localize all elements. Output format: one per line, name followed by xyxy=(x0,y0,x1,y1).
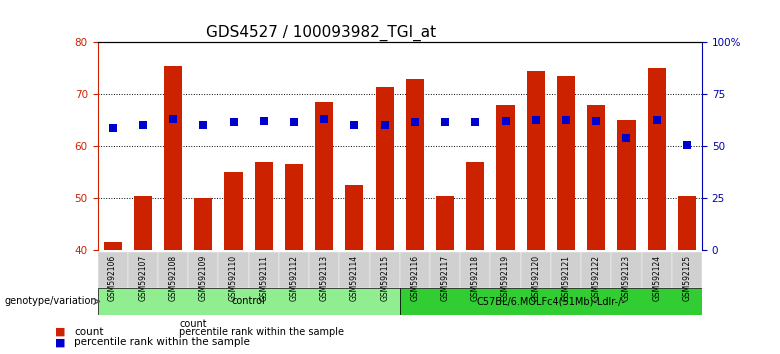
Text: GSM592116: GSM592116 xyxy=(410,255,420,301)
Bar xyxy=(618,120,636,250)
Text: GSM592124: GSM592124 xyxy=(652,255,661,301)
Point xyxy=(409,120,421,125)
Text: GSM592117: GSM592117 xyxy=(441,255,449,301)
FancyBboxPatch shape xyxy=(430,252,460,288)
Text: GSM592114: GSM592114 xyxy=(350,255,359,301)
Bar xyxy=(194,198,212,250)
Bar xyxy=(466,162,484,250)
Bar xyxy=(647,68,665,250)
FancyBboxPatch shape xyxy=(279,252,309,288)
Text: GSM592120: GSM592120 xyxy=(531,255,541,301)
Bar xyxy=(158,322,309,327)
Text: GSM592113: GSM592113 xyxy=(320,255,328,301)
Text: count: count xyxy=(179,319,207,330)
Point xyxy=(620,135,633,141)
Text: count: count xyxy=(74,326,104,337)
Bar xyxy=(526,71,544,250)
FancyBboxPatch shape xyxy=(98,252,128,288)
Text: GSM592106: GSM592106 xyxy=(108,255,117,301)
FancyBboxPatch shape xyxy=(339,252,370,288)
Bar xyxy=(406,79,424,250)
Text: GSM592112: GSM592112 xyxy=(289,255,299,301)
Text: ■: ■ xyxy=(55,337,65,347)
Text: GSM592123: GSM592123 xyxy=(622,255,631,301)
Point xyxy=(560,118,573,123)
Bar xyxy=(225,172,243,250)
Bar xyxy=(557,76,575,250)
Point xyxy=(167,116,179,122)
Point xyxy=(439,120,452,125)
Text: C57BL/6.MOLFc4(51Mb)-Ldlr-/-: C57BL/6.MOLFc4(51Mb)-Ldlr-/- xyxy=(477,296,626,307)
Bar xyxy=(587,105,605,250)
Point xyxy=(227,120,239,125)
Text: GSM592110: GSM592110 xyxy=(229,255,238,301)
Point xyxy=(348,122,360,127)
FancyBboxPatch shape xyxy=(521,252,551,288)
Point xyxy=(378,122,391,127)
Point xyxy=(530,118,542,123)
FancyBboxPatch shape xyxy=(581,252,612,288)
Bar xyxy=(158,330,309,335)
Text: GSM592119: GSM592119 xyxy=(501,255,510,301)
FancyBboxPatch shape xyxy=(218,252,249,288)
FancyBboxPatch shape xyxy=(612,252,641,288)
Bar xyxy=(315,102,333,250)
Text: GSM592109: GSM592109 xyxy=(199,255,207,301)
Bar xyxy=(678,196,696,250)
Text: ■: ■ xyxy=(55,326,65,337)
Text: genotype/variation: genotype/variation xyxy=(5,296,98,307)
Text: GSM592118: GSM592118 xyxy=(471,255,480,301)
Point xyxy=(651,118,663,123)
Bar xyxy=(376,87,394,250)
Bar xyxy=(285,165,303,250)
FancyBboxPatch shape xyxy=(672,252,702,288)
Bar xyxy=(346,185,363,250)
FancyBboxPatch shape xyxy=(249,252,279,288)
Text: percentile rank within the sample: percentile rank within the sample xyxy=(74,337,250,347)
FancyBboxPatch shape xyxy=(641,252,672,288)
Point xyxy=(106,125,119,131)
FancyBboxPatch shape xyxy=(309,252,339,288)
Bar xyxy=(436,196,454,250)
Point xyxy=(288,120,300,125)
Text: GSM592122: GSM592122 xyxy=(592,255,601,301)
Bar xyxy=(134,196,152,250)
Bar xyxy=(254,162,273,250)
Point xyxy=(590,119,602,124)
Text: GSM592107: GSM592107 xyxy=(138,255,147,301)
Point xyxy=(257,119,270,124)
Point xyxy=(681,142,693,148)
Text: GSM592121: GSM592121 xyxy=(562,255,570,301)
FancyBboxPatch shape xyxy=(491,252,521,288)
Text: percentile rank within the sample: percentile rank within the sample xyxy=(179,327,344,337)
Point xyxy=(469,120,481,125)
FancyBboxPatch shape xyxy=(551,252,581,288)
Text: GSM592115: GSM592115 xyxy=(380,255,389,301)
Point xyxy=(318,116,331,122)
Text: GSM592111: GSM592111 xyxy=(259,255,268,301)
Point xyxy=(499,119,512,124)
Text: GSM592108: GSM592108 xyxy=(168,255,178,301)
FancyBboxPatch shape xyxy=(399,252,430,288)
Bar xyxy=(104,242,122,250)
Point xyxy=(136,122,149,127)
Text: GSM592125: GSM592125 xyxy=(682,255,691,301)
FancyBboxPatch shape xyxy=(370,252,399,288)
FancyBboxPatch shape xyxy=(399,288,702,315)
FancyBboxPatch shape xyxy=(98,288,399,315)
FancyBboxPatch shape xyxy=(188,252,218,288)
FancyBboxPatch shape xyxy=(128,252,158,288)
Point xyxy=(197,122,210,127)
Bar xyxy=(497,105,515,250)
FancyBboxPatch shape xyxy=(158,252,188,288)
Bar xyxy=(164,66,182,250)
Text: control: control xyxy=(232,296,265,307)
Text: GDS4527 / 100093982_TGI_at: GDS4527 / 100093982_TGI_at xyxy=(206,25,437,41)
FancyBboxPatch shape xyxy=(460,252,491,288)
